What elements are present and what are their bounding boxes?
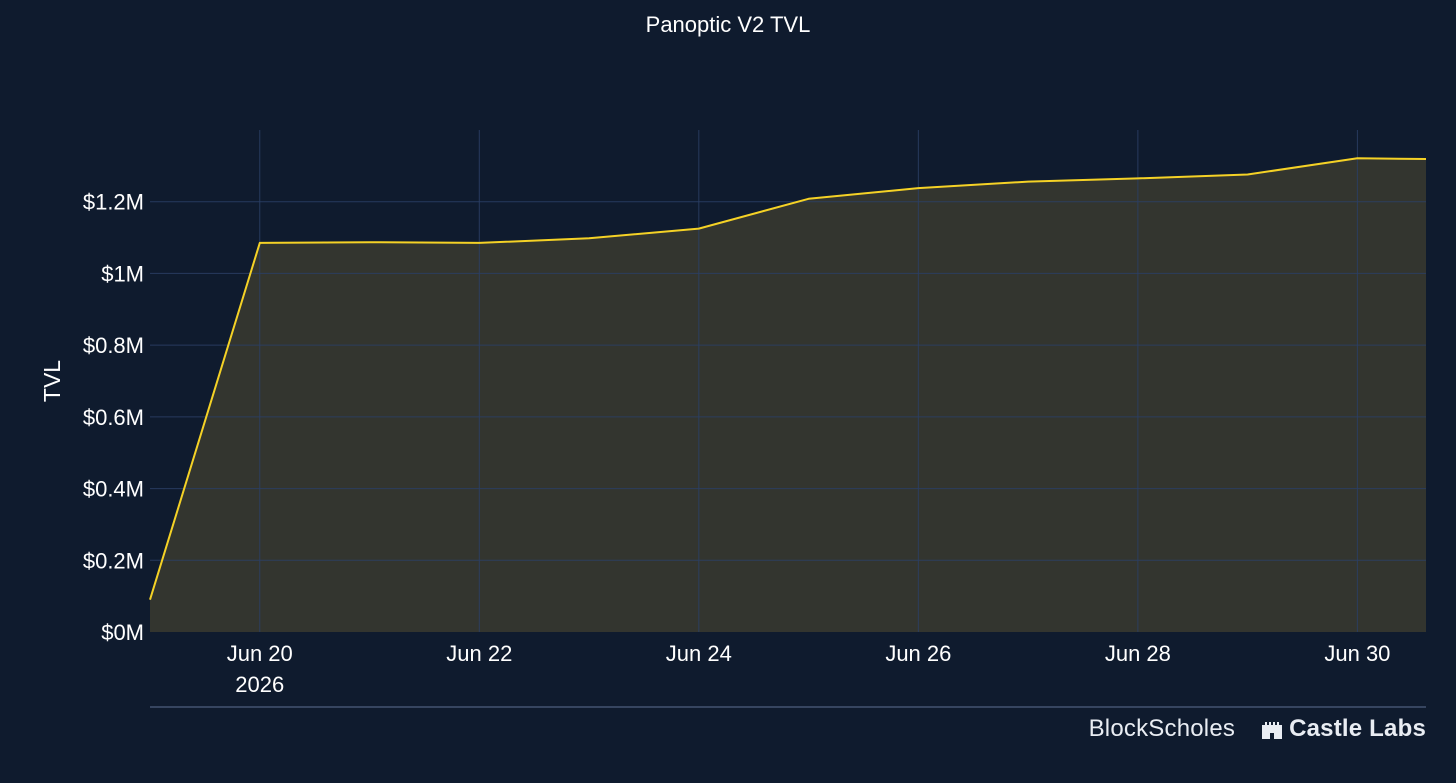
series-line <box>149 157 1427 600</box>
y-tick-label: $0.8M <box>83 333 144 358</box>
x-tick-label: Jun 24 <box>666 641 732 666</box>
x-tick-label: Jun 30 <box>1324 641 1390 666</box>
y-tick-label: $0M <box>101 620 144 645</box>
y-tick-label: $0.6M <box>83 405 144 430</box>
series-area-fill <box>150 158 1426 633</box>
x-tick-sublabel: 2026 <box>235 672 284 697</box>
blockscholes-label: BlockScholes <box>1088 715 1236 742</box>
castle-labs-label: Castle Labs <box>1289 715 1426 742</box>
chart-title: Panoptic V2 TVL <box>646 12 811 37</box>
footer-brands: BlockScholes Castle Labs <box>1089 712 1426 746</box>
x-tick-label: Jun 28 <box>1105 641 1171 666</box>
x-tick-label: Jun 22 <box>446 641 512 666</box>
castle-labs-logo: Castle Labs <box>1261 715 1426 743</box>
x-tick-label: Jun 20 <box>227 641 293 666</box>
y-tick-label: $0.2M <box>83 548 144 573</box>
y-tick-label: $0.4M <box>83 477 144 502</box>
castle-icon <box>1262 722 1283 739</box>
x-tick-label: Jun 26 <box>885 641 951 666</box>
y-tick-label: $1.2M <box>83 190 144 215</box>
blockscholes-logo: BlockScholes <box>1089 715 1235 743</box>
y-axis-label: TVL <box>39 360 65 402</box>
y-tick-label: $1M <box>101 261 144 286</box>
